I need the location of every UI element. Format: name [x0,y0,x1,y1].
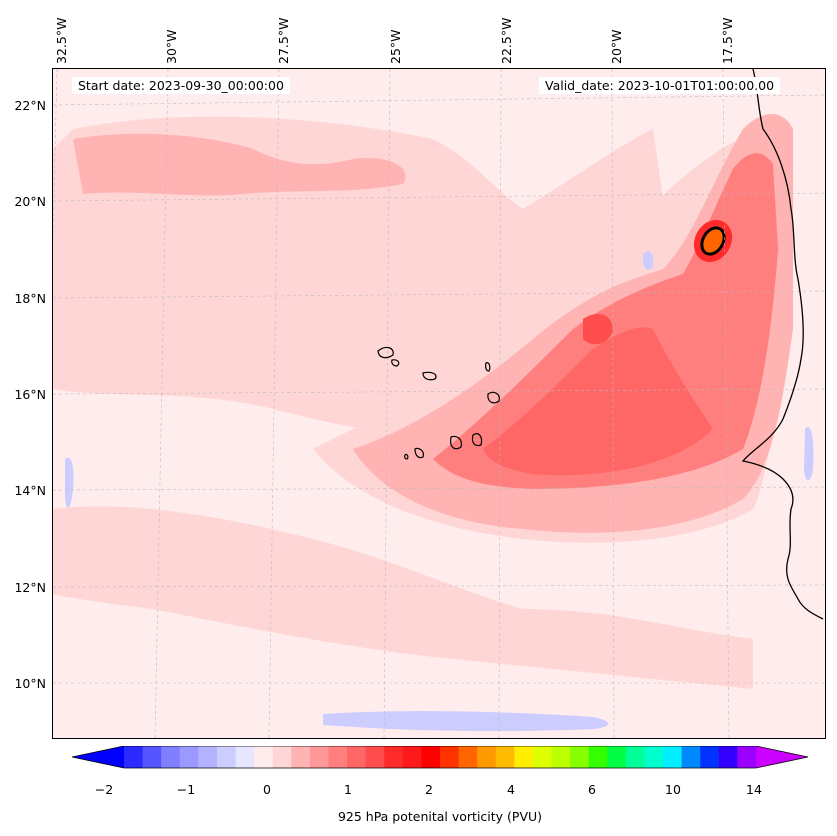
colorbar-tick-10: 10 [665,782,681,797]
lat-label-16n: 16°N [14,387,46,402]
lon-label-27-5w: 27.5°W [276,17,291,64]
colorbar-extend-max [756,746,808,768]
map-panel[interactable] [52,68,826,739]
colorbar-cell [440,746,460,768]
lat-label-22n: 22°N [14,98,46,113]
lon-label-30w: 30°W [164,29,179,64]
colorbar-cell [309,746,329,768]
colorbar-cell [514,746,534,768]
colorbar-cell [718,746,738,768]
lon-label-17-5w: 17.5°W [720,17,735,64]
colorbar-cell [588,746,608,768]
colorbar-outline [72,746,809,769]
lon-label-32-5w: 32.5°W [54,17,69,64]
colorbar-cell [477,746,497,768]
colorbar-cell [347,746,367,768]
lat-label-10n: 10°N [14,676,46,691]
contour-orange-core [700,226,726,256]
lat-label-14n: 14°N [14,483,46,498]
contour-lightblue-south [323,711,608,732]
colorbar-cell [142,746,162,768]
colorbar-cell [421,746,441,768]
colorbar-tick-6: 6 [588,782,596,797]
contour-lightblue-west [65,457,74,508]
gridlines [53,69,825,738]
start-date-label: Start date: 2023-09-30_00:00:00 [72,77,290,94]
contour-red-spot [583,313,613,345]
colorbar-cell [272,746,292,768]
contour-redder-core [483,327,713,476]
colorbar-cell [663,746,683,768]
lat-label-20n: 20°N [14,194,46,209]
coastline-cape-verde [377,346,500,460]
colorbar-cells [72,746,809,769]
coastline-africa [741,69,824,620]
colorbar-cell [384,746,404,768]
lat-label-12n: 12°N [14,580,46,595]
field-contours [53,69,825,738]
colorbar-tick-2: 2 [425,782,433,797]
colorbar-cell [124,746,144,768]
colorbar-cell [495,746,515,768]
colorbar [72,746,809,769]
colorbar-cell [291,746,311,768]
contour-lightblue-cape [643,251,654,270]
colorbar-cell [607,746,627,768]
colorbar-cell [402,746,422,768]
lat-label-18n: 18°N [14,291,46,306]
colorbar-cell [551,746,571,768]
colorbar-cell [254,746,274,768]
colorbar-cell [216,746,237,768]
colorbar-cell [179,746,199,768]
colorbar-cell [737,746,757,768]
colorbar-cell [570,746,590,768]
colorbar-tick-neg2: −2 [94,782,114,797]
colorbar-cell [532,746,553,768]
lon-label-25w: 25°W [388,29,403,64]
colorbar-cell [458,746,478,768]
colorbar-cell [644,746,664,768]
colorbar-cell [700,746,720,768]
colorbar-cell [365,746,385,768]
colorbar-tick-14: 14 [746,782,762,797]
lon-label-20w: 20°W [609,29,624,64]
colorbar-tick-1: 1 [344,782,352,797]
colorbar-tick-0: 0 [263,782,271,797]
colorbar-extend-min [72,746,124,768]
contour-lightpink-south [53,506,753,689]
colorbar-cell [681,746,701,768]
valid-date-label: Valid_date: 2023-10-01T01:00:00.00 [539,77,781,94]
colorbar-cell [161,746,181,768]
colorbar-cell [198,746,218,768]
colorbar-cell [328,746,348,768]
colorbar-tick-neg1: −1 [176,782,196,797]
colorbar-cell [235,746,255,768]
colorbar-tick-4: 4 [507,782,515,797]
lon-label-22-5w: 22.5°W [499,17,514,64]
colorbar-cell [625,746,645,768]
contour-pink-north-streaks [73,133,406,196]
contour-lightblue-east [804,427,814,481]
colorbar-title: 925 hPa potenital vorticity (PVU) [337,809,543,824]
